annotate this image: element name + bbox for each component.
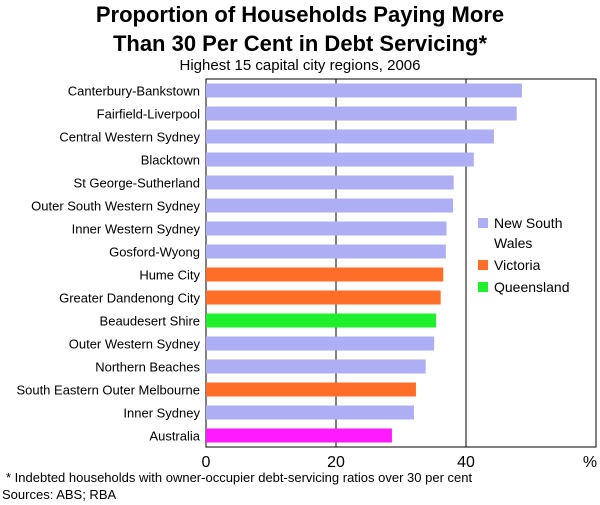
chart-title-line-2: Than 30 Per Cent in Debt Servicing*: [112, 31, 488, 56]
legend: New South Wales Victoria Queensland: [478, 215, 570, 295]
category-label-13: South Eastern Outer Melbourne: [16, 383, 200, 398]
bar-8: [206, 267, 444, 282]
category-label-3: Blacktown: [141, 153, 200, 168]
bar-15: [206, 428, 392, 443]
bar-5: [206, 198, 453, 213]
category-label-15: Australia: [149, 429, 200, 444]
category-label-6: Inner Western Sydney: [72, 222, 201, 237]
category-label-4: St George-Sutherland: [74, 176, 200, 191]
sources-note: Sources: ABS; RBA: [2, 487, 117, 502]
category-label-11: Outer Western Sydney: [69, 337, 201, 352]
legend-swatch-nsw: [478, 218, 488, 228]
category-label-9: Greater Dandenong City: [59, 291, 200, 306]
legend-swatch-vic: [478, 260, 488, 270]
bar-13: [206, 382, 416, 397]
bar-10: [206, 313, 437, 328]
bars: [206, 83, 522, 443]
bar-0: [206, 83, 522, 98]
category-labels: Canterbury-Bankstown Fairfield-Liverpool C…: [16, 84, 200, 444]
bar-14: [206, 405, 414, 420]
bar-3: [206, 152, 474, 167]
legend-label-qld: Queensland: [494, 279, 570, 295]
bar-6: [206, 221, 447, 236]
x-axis-unit-label: %: [583, 454, 597, 470]
bar-7: [206, 244, 446, 259]
chart-subtitle: Highest 15 capital city regions, 2006: [179, 57, 421, 74]
footnote: * Indebted households with owner-occupie…: [6, 470, 473, 485]
x-tick-label-40: 40: [457, 454, 475, 470]
bar-1: [206, 106, 517, 121]
bar-12: [206, 359, 426, 374]
legend-label-vic: Victoria: [494, 257, 541, 273]
chart-title-line-1: Proportion of Households Paying More: [95, 2, 505, 27]
bar-4: [206, 175, 454, 190]
legend-label-nsw-line-2: Wales: [494, 235, 532, 251]
category-label-2: Central Western Sydney: [59, 130, 200, 145]
bar-11: [206, 336, 435, 351]
category-label-0: Canterbury-Bankstown: [68, 84, 200, 99]
plot-frame: [205, 78, 597, 448]
chart-title: Proportion of Households Paying More Tha…: [0, 0, 600, 58]
legend-label-nsw: New South: [494, 215, 562, 231]
category-label-8: Hume City: [139, 268, 200, 283]
bar-chart: Canterbury-Bankstown Fairfield-Liverpool C…: [16, 78, 597, 470]
bar-2: [206, 129, 494, 144]
x-tick-label-0: 0: [202, 454, 211, 470]
category-label-7: Gosford-Wyong: [109, 245, 200, 260]
bar-9: [206, 290, 441, 305]
x-tick-label-20: 20: [327, 454, 345, 470]
category-label-5: Outer South Western Sydney: [31, 199, 200, 214]
category-label-1: Fairfield-Liverpool: [97, 107, 200, 122]
category-label-12: Northern Beaches: [95, 360, 200, 375]
category-label-10: Beaudesert Shire: [100, 314, 200, 329]
category-label-14: Inner Sydney: [123, 406, 200, 421]
x-axis-ticks: 0 20 40: [202, 454, 475, 470]
legend-swatch-qld: [478, 282, 488, 292]
